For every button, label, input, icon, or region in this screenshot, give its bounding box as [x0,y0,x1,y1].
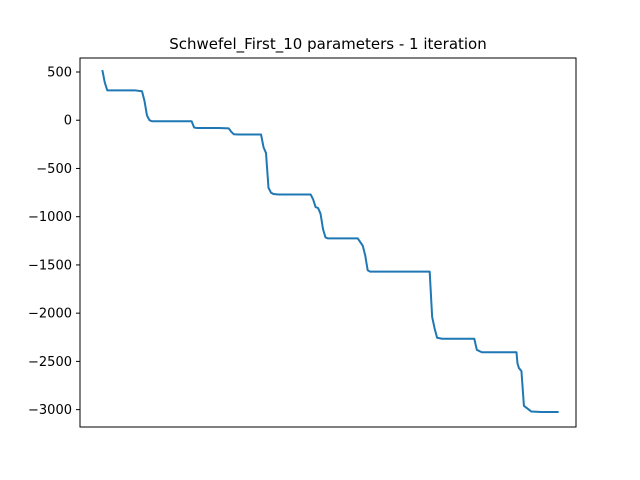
y-tick-label: −2500 [28,355,72,370]
chart-title: Schwefel_First_10 parameters - 1 iterati… [169,35,487,54]
y-tick-label: −3000 [28,403,72,418]
series-line-0 [101,69,559,414]
y-tick-label: 0 [64,114,72,129]
series-group [101,69,559,414]
y-axis: 500 0 −500 −1000 −1500 −2000 −2500 −3000 [28,65,80,418]
y-tick-label: −1500 [28,258,72,273]
plot-frame [79,57,577,428]
y-tick-label: −2000 [28,307,72,322]
y-tick-label: −500 [36,162,72,177]
y-tick-label: 500 [47,65,72,80]
y-tick-label: −1000 [28,210,72,225]
